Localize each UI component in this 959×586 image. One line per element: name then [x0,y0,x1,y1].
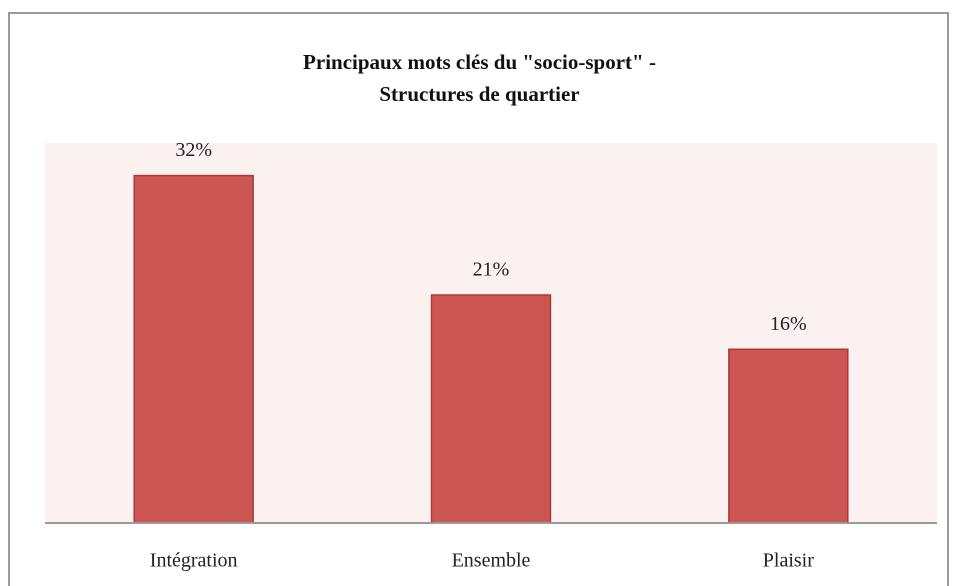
x-tick-label: Intégration [150,550,238,572]
data-label: 32% [175,139,212,161]
x-tick-label: Ensemble [452,550,531,572]
chart-title: Principaux mots clés du "socio-sport" - … [303,50,656,106]
bar [133,174,254,524]
x-tick-label: Plaisir [763,550,814,572]
chart-frame [8,12,949,586]
bar [728,348,849,524]
data-label: 16% [770,313,807,335]
data-label: 21% [473,259,510,281]
bar [430,294,552,524]
